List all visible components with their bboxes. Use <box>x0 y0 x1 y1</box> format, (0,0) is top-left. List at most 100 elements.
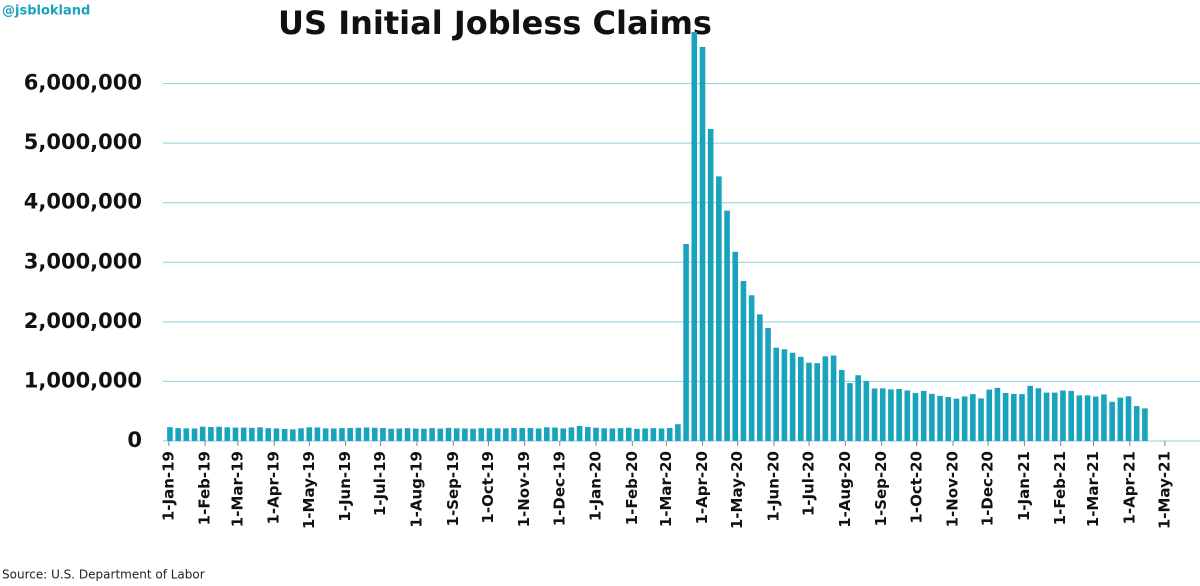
x-tick-label: 1-Feb-20 <box>623 451 641 525</box>
bar <box>552 427 558 441</box>
bar <box>281 428 288 441</box>
bar <box>1117 397 1124 441</box>
x-tick-label: 1-Mar-19 <box>228 451 246 527</box>
x-tick-label: 1-Apr-20 <box>693 451 711 525</box>
bar <box>994 387 1001 441</box>
bar <box>298 428 304 441</box>
x-tick-label: 1-May-21 <box>1155 451 1173 529</box>
bar <box>781 349 788 441</box>
x-tick-label: 1-Jun-20 <box>764 451 782 522</box>
bar <box>961 396 968 441</box>
x-tick-label: 1-Mar-20 <box>657 451 675 527</box>
x-tick-label: 1-Nov-20 <box>944 451 962 527</box>
bar <box>183 428 190 441</box>
bar <box>470 428 476 441</box>
bar <box>396 428 403 441</box>
bar <box>199 426 206 441</box>
bar <box>511 427 517 441</box>
x-tick-label: 1-Aug-20 <box>836 451 854 528</box>
bar <box>666 427 673 441</box>
bar <box>1101 394 1107 441</box>
bar <box>716 176 722 441</box>
bar <box>1011 393 1017 441</box>
bar <box>838 370 845 441</box>
bar <box>945 397 952 441</box>
bar <box>453 428 460 441</box>
x-tick-label: 1-Oct-20 <box>907 451 925 524</box>
y-tick-label: 4,000,000 <box>24 190 142 214</box>
bar <box>1125 396 1132 441</box>
bar <box>797 356 804 441</box>
x-tick-label: 1-Jun-19 <box>336 451 354 522</box>
bar <box>339 428 345 441</box>
bar <box>593 427 599 441</box>
bar <box>249 427 255 441</box>
bar <box>879 388 886 441</box>
bar <box>1060 390 1066 441</box>
bar <box>920 390 927 441</box>
bar <box>871 388 878 441</box>
x-tick-label: 1-Sep-20 <box>872 451 890 526</box>
bar <box>494 428 501 441</box>
bar <box>1109 401 1115 441</box>
bar <box>986 389 993 441</box>
bar <box>519 428 526 441</box>
bar <box>625 427 632 441</box>
x-tick-label: 1-Dec-19 <box>550 451 568 526</box>
x-tick-label: 1-Apr-19 <box>265 451 283 525</box>
bar <box>699 46 706 442</box>
bar <box>1133 406 1140 441</box>
bar <box>265 428 272 441</box>
bar <box>314 427 321 441</box>
bar <box>527 428 534 441</box>
bar <box>380 428 386 441</box>
bar <box>904 390 911 441</box>
bar <box>855 375 861 441</box>
x-tick-label: 1-Jul-19 <box>371 451 389 516</box>
bar <box>847 383 853 441</box>
x-tick-label: 1-Jan-20 <box>587 451 605 521</box>
bar <box>937 395 943 441</box>
x-tick-label: 1-Apr-21 <box>1120 451 1138 525</box>
bar <box>404 428 411 441</box>
bar <box>789 352 796 441</box>
bar <box>429 428 435 441</box>
y-tick-label: 3,000,000 <box>24 249 142 273</box>
bar <box>953 398 960 441</box>
x-tick-label: 1-Mar-21 <box>1084 451 1102 527</box>
bar <box>363 427 370 441</box>
y-tick-label: 5,000,000 <box>24 130 142 154</box>
x-tick-label: 1-Feb-19 <box>196 451 214 525</box>
bar <box>732 251 739 441</box>
x-tick-label: 1-Jan-19 <box>159 451 177 521</box>
bar <box>683 243 689 441</box>
bar <box>175 428 181 441</box>
bar <box>806 362 812 441</box>
bar <box>388 428 394 441</box>
bar <box>773 347 780 441</box>
bar <box>1002 392 1009 441</box>
bar <box>748 295 755 441</box>
bar <box>445 427 452 441</box>
x-tick-label: 1-May-19 <box>300 451 318 529</box>
bar <box>584 427 591 441</box>
bar <box>970 394 976 441</box>
bar <box>1142 408 1148 441</box>
bar <box>462 428 468 441</box>
handle: @jsblokland <box>2 4 90 19</box>
bar <box>208 427 214 441</box>
bar <box>617 428 624 441</box>
y-tick-label: 0 <box>127 428 142 452</box>
bar <box>863 381 870 441</box>
x-tick-label: 1-Feb-21 <box>1051 451 1069 525</box>
bar <box>830 355 837 441</box>
bar <box>544 427 550 441</box>
bar <box>273 428 280 441</box>
bar <box>609 428 616 441</box>
bar <box>691 31 698 441</box>
bar <box>437 428 444 441</box>
bar <box>322 428 329 441</box>
bar <box>888 389 894 441</box>
x-tick-label: 1-Aug-19 <box>407 451 425 528</box>
